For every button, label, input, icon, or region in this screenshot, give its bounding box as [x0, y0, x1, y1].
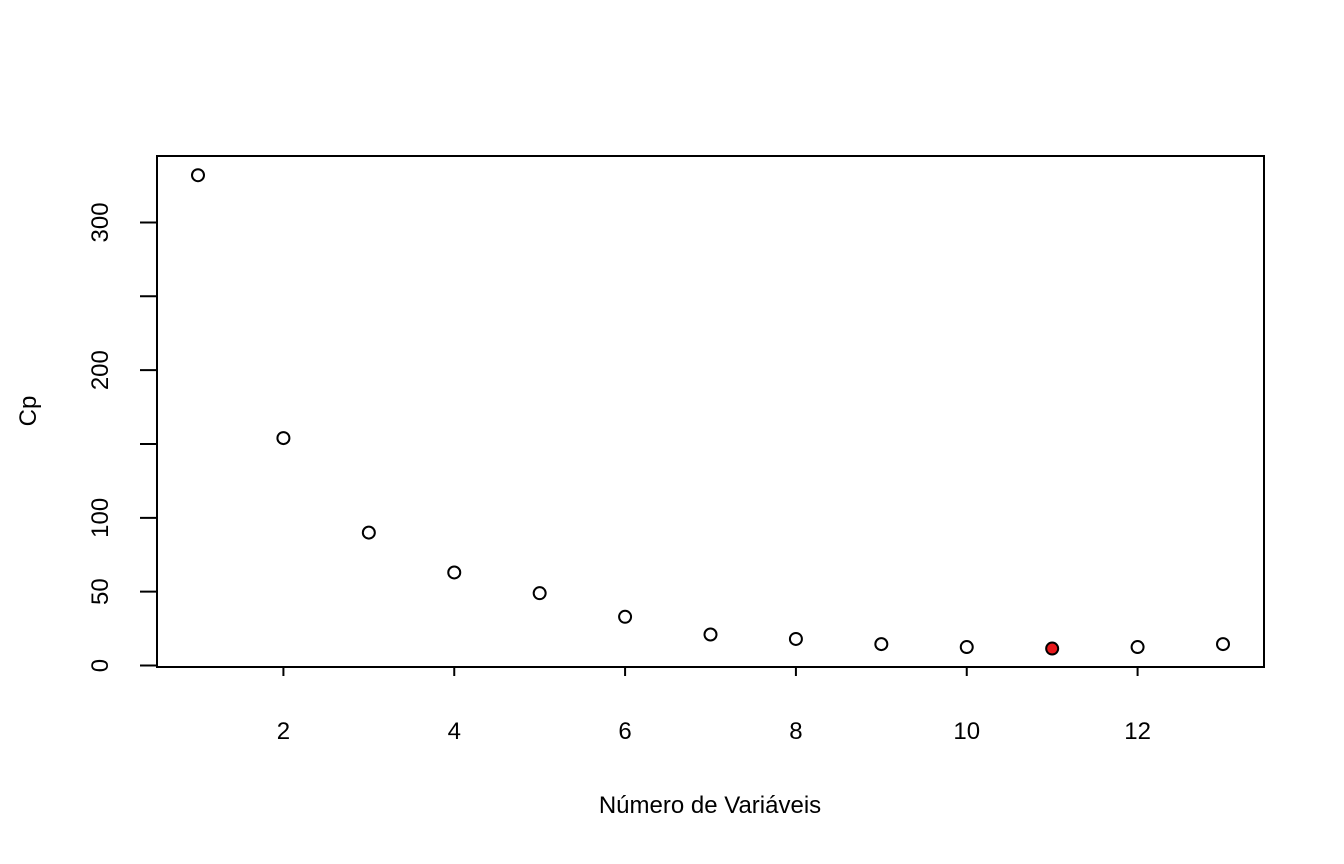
- y-tick-label: 50: [87, 578, 114, 605]
- y-tick-label: 0: [87, 659, 114, 672]
- y-tick-label: 300: [87, 202, 114, 242]
- data-point: [618, 609, 633, 624]
- y-axis: 0 50 100 200 300: [87, 202, 158, 672]
- data-point: [447, 565, 462, 580]
- x-tick-label: 2: [277, 718, 290, 745]
- x-tick-label: 8: [789, 718, 802, 745]
- data-point: [361, 525, 376, 540]
- y-tick-label: 200: [87, 350, 114, 390]
- data-point: [959, 640, 974, 655]
- data-point: [532, 586, 547, 601]
- x-tick-label: 12: [1124, 718, 1151, 745]
- y-tick-label: 100: [87, 498, 114, 538]
- data-point: [874, 637, 889, 652]
- data-point: [191, 168, 205, 183]
- plot-frame: [156, 155, 1265, 668]
- x-tick-label: 6: [618, 718, 631, 745]
- data-points: [191, 168, 1230, 656]
- data-point: [788, 631, 803, 646]
- x-tick-label: 4: [448, 718, 461, 745]
- x-tick-label: 10: [953, 718, 980, 745]
- data-point: [703, 627, 718, 642]
- y-axis-title: Cp: [15, 396, 42, 427]
- data-point: [1130, 640, 1145, 655]
- x-axis: 2 4 6 8 10 12: [277, 666, 1151, 745]
- x-axis-title: Número de Variáveis: [599, 792, 821, 819]
- highlighted-point: [1045, 641, 1060, 656]
- data-point: [1216, 637, 1230, 652]
- data-point: [276, 431, 291, 446]
